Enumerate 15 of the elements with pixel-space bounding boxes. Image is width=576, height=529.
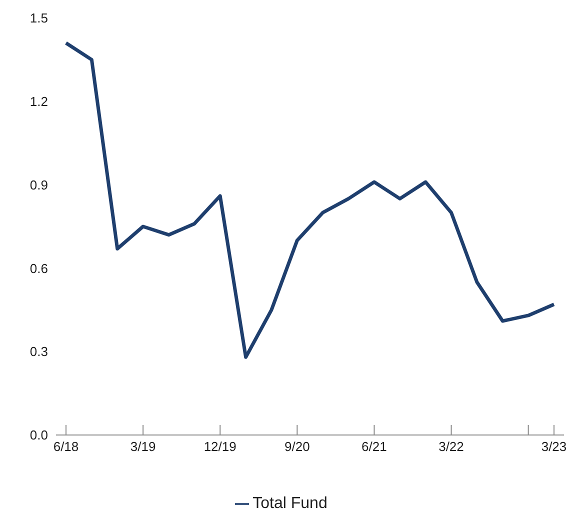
legend-label: Total Fund: [252, 495, 328, 512]
x-tick-label: 6/18: [53, 439, 79, 454]
x-tick-label: 3/22: [438, 439, 464, 454]
y-tick-label: 1.2: [30, 94, 48, 110]
y-tick-label: 0.9: [30, 177, 48, 192]
line-series: [64, 41, 556, 359]
y-tick-label: 0.0: [30, 428, 48, 443]
x-tick-label: 3/19: [130, 439, 156, 454]
x-tick-label: 3/23: [541, 439, 567, 454]
x-tick-label: 12/19: [204, 439, 236, 454]
y-tick-label: 1.5: [30, 10, 48, 26]
x-tick-label: 6/21: [362, 439, 387, 454]
y-tick-label: 0.6: [30, 260, 48, 276]
y-tick-label: 0.3: [30, 344, 48, 360]
x-tick-label: 9/20: [284, 439, 310, 454]
